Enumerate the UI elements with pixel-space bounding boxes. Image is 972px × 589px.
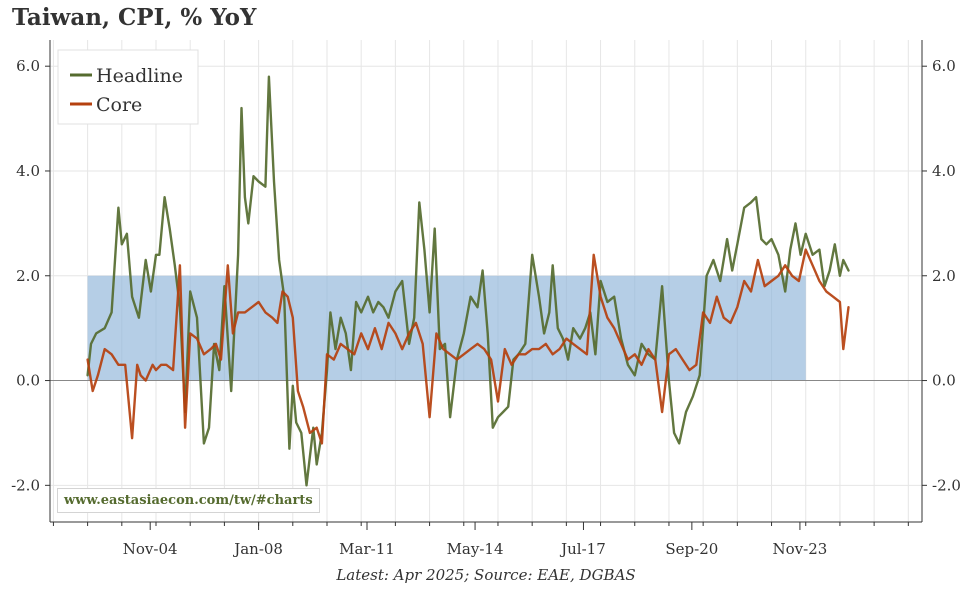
- x-tick-label: Nov-04: [123, 540, 178, 558]
- y-tick-label-right: -2.0: [932, 476, 961, 494]
- y-tick-label-right: 0.0: [932, 372, 956, 390]
- x-tick-label: Nov-23: [773, 540, 828, 558]
- y-tick-label-left: 0.0: [16, 372, 40, 390]
- y-tick-label-left: 4.0: [16, 162, 40, 180]
- y-tick-label-left: 6.0: [16, 57, 40, 75]
- series-layer: [86, 75, 850, 487]
- source-footer: Latest: Apr 2025; Source: EAE, DGBAS: [336, 566, 636, 584]
- y-tick-label-right: 4.0: [932, 162, 956, 180]
- legend-label-core: Core: [96, 94, 142, 116]
- y-tick-label-right: 2.0: [932, 267, 956, 285]
- headline-line: [86, 75, 850, 487]
- legend: Headline Core: [57, 49, 199, 125]
- x-tick-label: May-14: [447, 540, 504, 558]
- x-tick-label: Sep-20: [665, 540, 718, 558]
- y-tick-label-right: 6.0: [932, 57, 956, 75]
- x-tick-label: Jul-17: [559, 540, 606, 558]
- x-tick-label: Mar-11: [339, 540, 395, 558]
- legend-label-headline: Headline: [96, 65, 183, 87]
- axes: -2.0 -2.0 0.0 0.0 2.0 2.0 4.0 4.0 6.0 6.0 Nov-04 Ja…: [11, 40, 961, 558]
- x-tick-label: Jan-08: [232, 540, 283, 558]
- legend-box: [57, 49, 199, 125]
- watermark-url: www.eastasiaecon.com/tw/#charts: [57, 488, 320, 513]
- chart-title: Taiwan, CPI, % YoY: [12, 4, 257, 31]
- y-tick-label-left: -2.0: [11, 476, 40, 494]
- core-line: [86, 248, 850, 445]
- y-tick-label-left: 2.0: [16, 267, 40, 285]
